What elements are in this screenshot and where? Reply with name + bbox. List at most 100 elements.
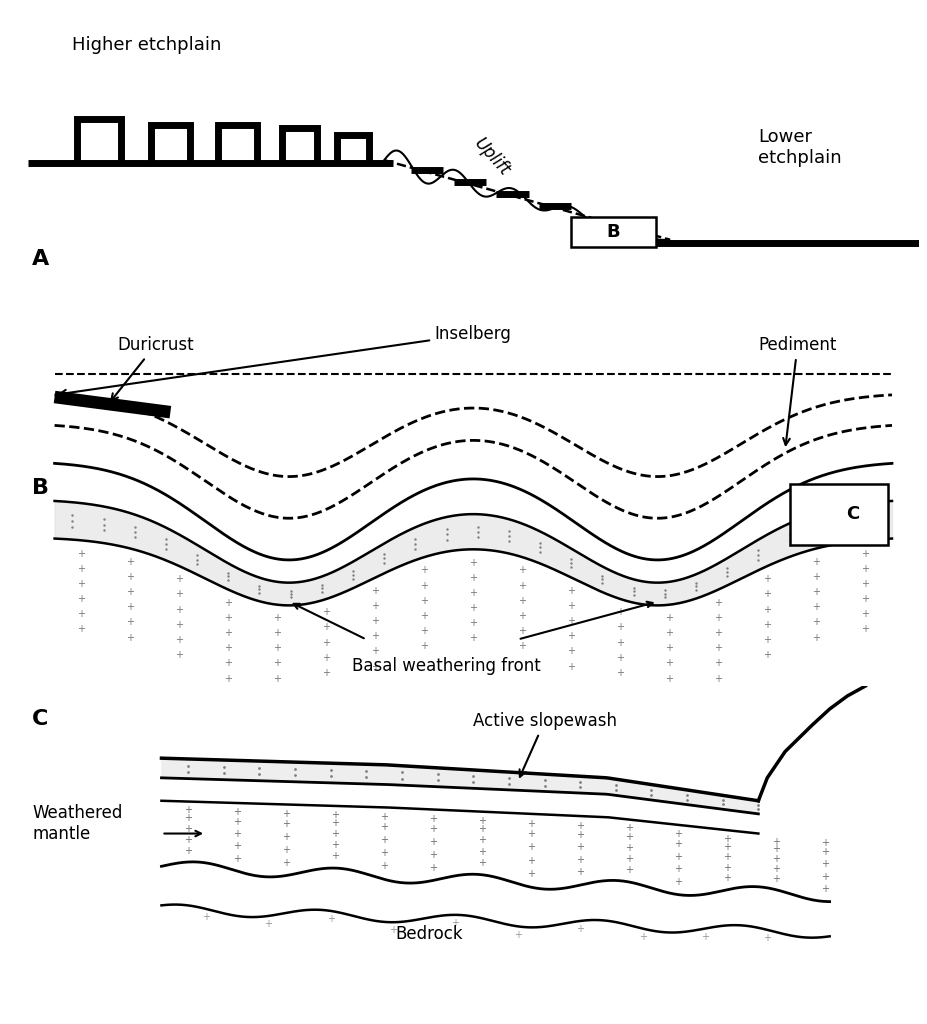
Text: +: +: [224, 643, 232, 653]
Text: +: +: [331, 810, 339, 820]
Text: +: +: [860, 625, 869, 635]
Text: +: +: [820, 871, 829, 882]
Text: +: +: [184, 824, 192, 835]
Text: +: +: [331, 852, 339, 861]
Text: +: +: [771, 874, 780, 884]
Text: +: +: [566, 646, 575, 656]
Text: +: +: [233, 854, 241, 863]
Text: +: +: [616, 607, 624, 617]
Text: +: +: [527, 856, 535, 865]
Text: C: C: [845, 506, 859, 523]
Text: +: +: [371, 631, 379, 641]
Text: +: +: [371, 616, 379, 626]
Text: +: +: [282, 858, 290, 867]
Text: +: +: [820, 838, 829, 848]
Text: +: +: [371, 601, 379, 611]
Text: Inselberg: Inselberg: [59, 325, 511, 396]
Text: +: +: [233, 829, 241, 839]
Text: +: +: [673, 852, 681, 861]
Text: +: +: [322, 623, 330, 633]
Text: +: +: [322, 607, 330, 617]
Text: +: +: [722, 834, 730, 844]
Text: +: +: [762, 604, 770, 614]
Text: +: +: [380, 822, 387, 831]
Text: +: +: [811, 617, 819, 628]
Text: Bedrock: Bedrock: [395, 925, 462, 943]
Text: +: +: [77, 625, 85, 635]
Text: +: +: [175, 635, 184, 645]
Text: Weathered
mantle: Weathered mantle: [32, 804, 122, 843]
Text: +: +: [811, 572, 819, 582]
Text: +: +: [420, 611, 428, 621]
Text: +: +: [665, 658, 673, 669]
Text: +: +: [224, 658, 232, 669]
Text: +: +: [77, 549, 85, 559]
Text: +: +: [420, 565, 428, 575]
Text: +: +: [380, 812, 387, 822]
Text: A: A: [32, 249, 49, 268]
Text: +: +: [126, 617, 134, 628]
Text: +: +: [331, 841, 339, 850]
Text: +: +: [811, 557, 819, 566]
Text: +: +: [477, 836, 486, 846]
Text: +: +: [380, 848, 387, 858]
Text: +: +: [371, 662, 379, 672]
Text: +: +: [224, 598, 232, 608]
Text: +: +: [469, 618, 476, 628]
Text: +: +: [517, 611, 526, 621]
Text: +: +: [616, 668, 624, 678]
Text: +: +: [126, 572, 134, 582]
Text: +: +: [576, 924, 584, 934]
Text: +: +: [420, 641, 428, 651]
Text: +: +: [811, 602, 819, 612]
Text: +: +: [820, 884, 829, 894]
Text: +: +: [714, 613, 721, 623]
Text: +: +: [860, 609, 869, 620]
Text: +: +: [184, 805, 192, 815]
Text: +: +: [175, 620, 184, 630]
Text: +: +: [224, 613, 232, 623]
Text: +: +: [126, 602, 134, 612]
Text: +: +: [616, 652, 624, 663]
Text: +: +: [184, 846, 192, 856]
Text: +: +: [517, 641, 526, 651]
Text: +: +: [771, 844, 780, 854]
Text: +: +: [273, 613, 281, 623]
Text: +: +: [566, 586, 575, 596]
Text: +: +: [264, 920, 273, 929]
Text: +: +: [762, 635, 770, 645]
Text: +: +: [469, 603, 476, 613]
Text: +: +: [331, 829, 339, 840]
Text: +: +: [762, 590, 770, 599]
Text: +: +: [477, 847, 486, 857]
Text: +: +: [576, 855, 584, 865]
Text: +: +: [77, 564, 85, 573]
Text: +: +: [77, 594, 85, 604]
Text: +: +: [273, 674, 281, 684]
Text: +: +: [469, 572, 476, 583]
Text: +: +: [126, 633, 134, 642]
Text: +: +: [625, 843, 632, 853]
Text: +: +: [322, 668, 330, 678]
Text: +: +: [371, 586, 379, 596]
Text: +: +: [673, 829, 681, 840]
Text: +: +: [273, 658, 281, 669]
Text: +: +: [714, 628, 721, 638]
Text: B: B: [32, 478, 49, 498]
Text: +: +: [282, 819, 290, 828]
Text: +: +: [665, 643, 673, 653]
Text: Higher etchplain: Higher etchplain: [72, 36, 222, 54]
Text: +: +: [665, 674, 673, 684]
Text: +: +: [820, 859, 829, 869]
Text: +: +: [576, 829, 584, 840]
Text: +: +: [233, 842, 241, 851]
Text: +: +: [527, 842, 535, 852]
Text: +: +: [673, 864, 681, 874]
Text: +: +: [517, 565, 526, 575]
Text: +: +: [673, 877, 681, 887]
Text: +: +: [273, 628, 281, 638]
Text: +: +: [527, 828, 535, 839]
Text: +: +: [202, 912, 210, 923]
Text: +: +: [322, 638, 330, 647]
Text: +: +: [428, 824, 437, 834]
